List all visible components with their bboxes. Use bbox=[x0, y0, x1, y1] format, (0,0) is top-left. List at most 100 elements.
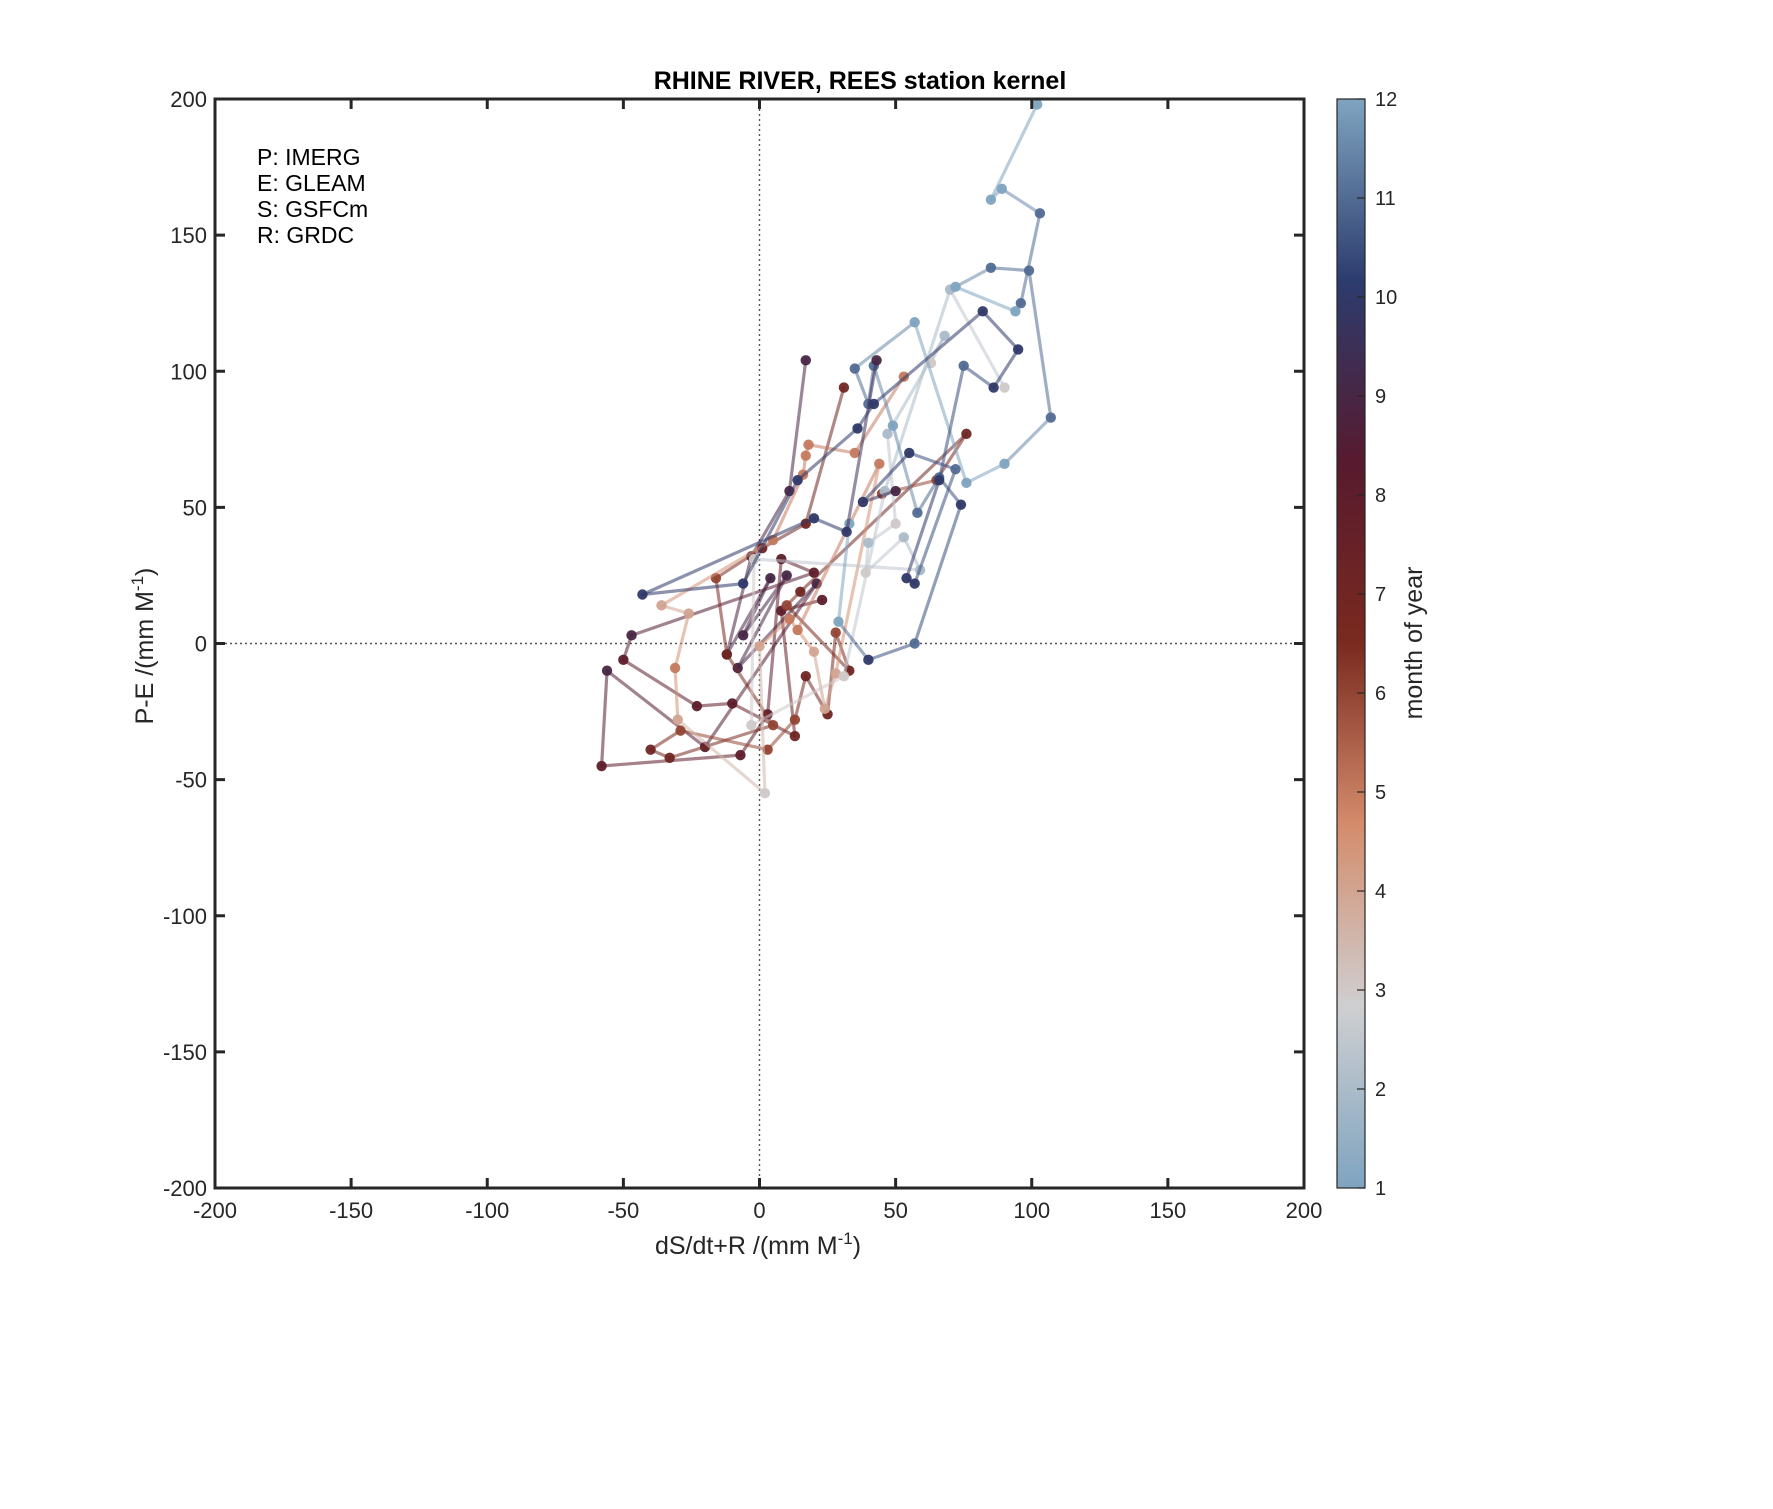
colorbar-tick-label: 1 bbox=[1375, 1178, 1386, 1200]
data-point bbox=[672, 714, 684, 725]
annotation-line-s: S: GSFCm bbox=[257, 196, 368, 222]
data-point bbox=[637, 589, 648, 600]
data-point bbox=[985, 262, 997, 273]
series-segment bbox=[771, 473, 805, 542]
data-point bbox=[996, 183, 1008, 195]
data-point bbox=[857, 496, 869, 508]
series-segment bbox=[736, 582, 819, 670]
series-segment bbox=[953, 285, 1018, 313]
series-5 bbox=[833, 99, 1057, 666]
colorbar-tick-label: 9 bbox=[1375, 386, 1386, 408]
data-point bbox=[1031, 99, 1043, 110]
x-tick-label: -200 bbox=[193, 1198, 237, 1223]
data-point bbox=[838, 382, 850, 393]
series-segment bbox=[1002, 415, 1053, 466]
data-point bbox=[1045, 412, 1057, 423]
data-point bbox=[882, 428, 893, 440]
data-point bbox=[841, 526, 852, 538]
series-segment bbox=[796, 462, 881, 632]
series-segment bbox=[937, 364, 966, 482]
data-point bbox=[737, 578, 749, 589]
series-segment bbox=[883, 287, 952, 493]
data-point bbox=[898, 532, 909, 543]
series-segment bbox=[599, 669, 609, 768]
x-axis-label-sup: -1 bbox=[838, 1229, 853, 1248]
series-segment bbox=[741, 478, 800, 586]
data-point bbox=[999, 458, 1010, 470]
series-segment bbox=[725, 652, 775, 727]
series-segment bbox=[962, 364, 996, 390]
data-point bbox=[912, 507, 923, 519]
colorbar-tick-label: 11 bbox=[1375, 188, 1396, 210]
data-point bbox=[933, 474, 945, 486]
data-point bbox=[618, 654, 629, 666]
data-point bbox=[789, 730, 801, 742]
y-tick-label: -150 bbox=[163, 1040, 207, 1065]
data-point bbox=[852, 423, 863, 434]
y-axis-label-sup: -1 bbox=[128, 576, 147, 591]
series-segment bbox=[913, 503, 963, 646]
data-point bbox=[999, 382, 1010, 393]
data-point bbox=[849, 363, 860, 374]
x-axis-label-main: dS/dt+R /(mm M bbox=[655, 1232, 838, 1260]
y-tick-label: -200 bbox=[163, 1176, 207, 1201]
data-point bbox=[977, 306, 988, 317]
series-segment bbox=[861, 489, 898, 504]
series-segment bbox=[836, 522, 851, 624]
colorbar-tick-label: 12 bbox=[1375, 89, 1397, 111]
chart-title: RHINE RIVER, REES station kernel bbox=[654, 67, 1067, 95]
series-segment bbox=[981, 309, 1020, 352]
data-point bbox=[683, 608, 694, 619]
series-segment bbox=[866, 641, 917, 662]
series-layer bbox=[596, 99, 1057, 799]
data-point bbox=[863, 537, 874, 548]
data-point bbox=[664, 752, 675, 764]
data-point bbox=[795, 586, 806, 597]
series-segment bbox=[673, 611, 691, 670]
data-point bbox=[816, 594, 828, 606]
series-segment bbox=[640, 582, 745, 597]
series-segment bbox=[842, 489, 887, 678]
data-point bbox=[803, 439, 814, 450]
data-point bbox=[800, 450, 811, 461]
data-point bbox=[909, 317, 920, 328]
series-segment bbox=[1027, 268, 1053, 420]
series-segment bbox=[766, 718, 797, 752]
series-6 bbox=[637, 306, 1024, 600]
colorbar-tick-label: 8 bbox=[1375, 485, 1386, 507]
data-point bbox=[1034, 208, 1046, 219]
annotation-box: P: IMERG E: GLEAM S: GSFCm R: GRDC bbox=[257, 144, 368, 248]
colorbar-tick-label: 4 bbox=[1375, 881, 1386, 903]
colorbar-tick-label: 5 bbox=[1375, 782, 1386, 804]
series-segment bbox=[948, 287, 1007, 390]
data-point bbox=[792, 624, 803, 636]
series-segment bbox=[836, 620, 871, 662]
series-segment bbox=[673, 666, 680, 722]
data-point bbox=[958, 360, 969, 372]
data-point bbox=[849, 447, 860, 459]
x-tick-label: 100 bbox=[1013, 1198, 1050, 1223]
series-segment bbox=[749, 674, 846, 727]
series-segment bbox=[605, 669, 707, 749]
data-point bbox=[890, 485, 901, 497]
series-segment bbox=[907, 451, 958, 471]
series-segment bbox=[845, 358, 879, 534]
series-segment bbox=[1019, 211, 1042, 305]
data-point bbox=[871, 355, 882, 366]
series-segment bbox=[989, 102, 1039, 202]
data-point bbox=[887, 420, 899, 431]
series-segment bbox=[668, 723, 775, 760]
colorbar-tick-label: 2 bbox=[1375, 1079, 1386, 1101]
data-point bbox=[874, 458, 885, 470]
data-point bbox=[904, 447, 915, 459]
data-point bbox=[909, 578, 920, 589]
y-axis-label-main: P-E /(mm M bbox=[131, 591, 159, 724]
series-segment bbox=[787, 358, 808, 493]
series-segment bbox=[760, 522, 808, 550]
y-tick-label: 50 bbox=[183, 495, 207, 520]
series-segment bbox=[989, 266, 1031, 273]
data-point bbox=[759, 788, 771, 799]
colorbar-tick-label: 10 bbox=[1375, 287, 1397, 309]
y-tick-label: -50 bbox=[175, 768, 207, 793]
